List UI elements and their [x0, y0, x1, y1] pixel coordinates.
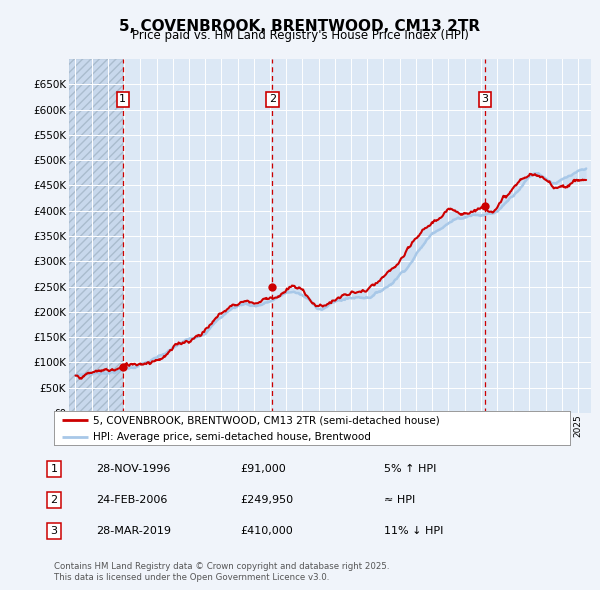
Text: £410,000: £410,000	[240, 526, 293, 536]
Text: 2: 2	[269, 94, 276, 104]
Text: 5% ↑ HPI: 5% ↑ HPI	[384, 464, 436, 474]
Text: 28-MAR-2019: 28-MAR-2019	[96, 526, 171, 536]
Text: 28-NOV-1996: 28-NOV-1996	[96, 464, 170, 474]
Text: 3: 3	[481, 94, 488, 104]
Text: £91,000: £91,000	[240, 464, 286, 474]
Bar	[69, 59, 123, 413]
Text: 2: 2	[50, 495, 58, 504]
Text: Price paid vs. HM Land Registry's House Price Index (HPI): Price paid vs. HM Land Registry's House …	[131, 30, 469, 42]
Text: 24-FEB-2006: 24-FEB-2006	[96, 495, 167, 504]
Text: 11% ↓ HPI: 11% ↓ HPI	[384, 526, 443, 536]
Text: 1: 1	[119, 94, 127, 104]
Text: 5, COVENBROOK, BRENTWOOD, CM13 2TR (semi-detached house): 5, COVENBROOK, BRENTWOOD, CM13 2TR (semi…	[92, 415, 439, 425]
Text: £249,950: £249,950	[240, 495, 293, 504]
Text: 5, COVENBROOK, BRENTWOOD, CM13 2TR: 5, COVENBROOK, BRENTWOOD, CM13 2TR	[119, 19, 481, 34]
Text: ≈ HPI: ≈ HPI	[384, 495, 415, 504]
Text: Contains HM Land Registry data © Crown copyright and database right 2025.
This d: Contains HM Land Registry data © Crown c…	[54, 562, 389, 582]
Text: HPI: Average price, semi-detached house, Brentwood: HPI: Average price, semi-detached house,…	[92, 431, 371, 441]
Text: 1: 1	[50, 464, 58, 474]
Text: 3: 3	[50, 526, 58, 536]
